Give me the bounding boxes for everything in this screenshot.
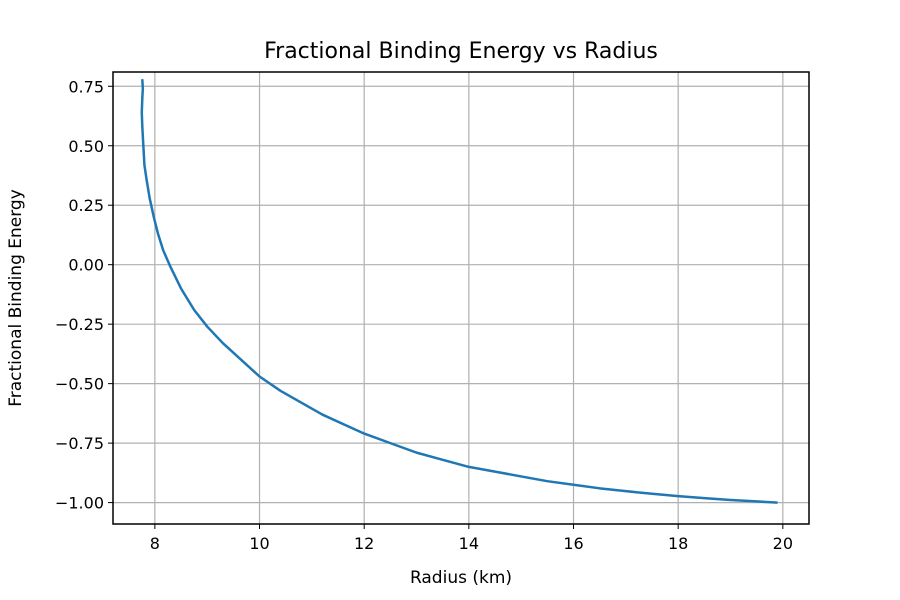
series-layer (140, 79, 778, 504)
y-tick-label: 0.25 (68, 196, 104, 215)
y-axis-label: Fractional Binding Energy (6, 189, 26, 407)
y-tick-label: 0.00 (68, 256, 104, 275)
axis-ticks: 8 10 12 14 16 18 20 −1.00 −0.75 −0.50 −0.25 0.00 0.2… (55, 77, 793, 553)
x-tick-label: 12 (354, 534, 374, 553)
x-tick-label: 18 (668, 534, 688, 553)
y-tick-label: −0.25 (55, 315, 104, 334)
series-line (140, 79, 778, 504)
x-tick-label: 8 (150, 534, 160, 553)
x-tick-label: 14 (459, 534, 479, 553)
grid-lines (113, 72, 809, 524)
y-tick-label: −0.50 (55, 375, 104, 394)
y-tick-label: −1.00 (55, 494, 104, 513)
chart-title: Fractional Binding Energy vs Radius (264, 39, 658, 64)
x-axis-label: Radius (km) (410, 568, 512, 588)
x-tick-label: 16 (563, 534, 583, 553)
y-tick-label: −0.75 (55, 434, 104, 453)
y-tick-label: 0.50 (68, 137, 104, 156)
y-tick-label: 0.75 (68, 77, 104, 96)
x-tick-label: 20 (773, 534, 793, 553)
x-tick-label: 10 (249, 534, 269, 553)
plot-frame (112, 71, 810, 525)
